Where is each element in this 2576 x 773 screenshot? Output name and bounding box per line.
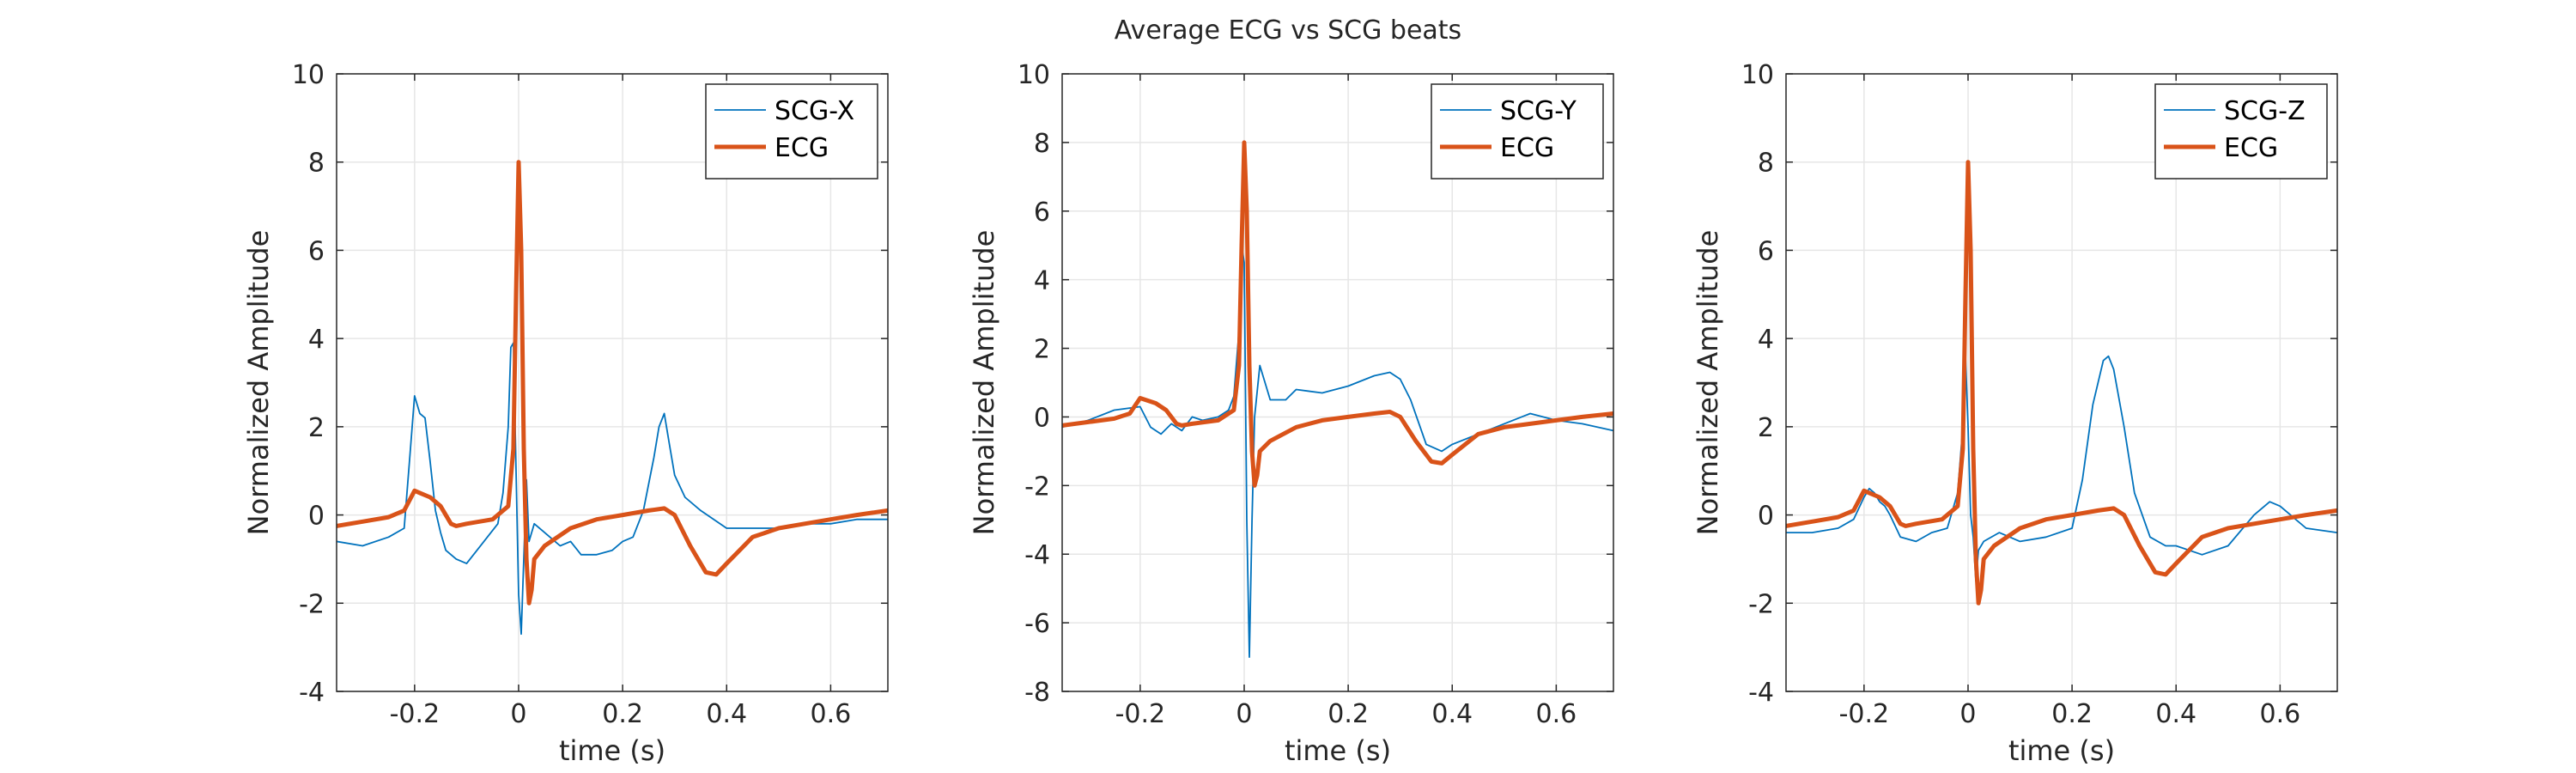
x-tick-label: 0 [510, 699, 526, 729]
y-tick-label: 0 [308, 502, 325, 532]
y-tick-label: 2 [1758, 413, 1774, 443]
y-tick-label: 2 [1034, 335, 1050, 365]
legend: SCG-Y ECG [1431, 83, 1604, 180]
x-tick-label: 0.2 [602, 699, 643, 729]
x-axis-label: time (s) [1285, 734, 1391, 767]
y-tick-label: 2 [308, 413, 325, 443]
axes-box [1785, 73, 2338, 692]
y-tick-label: 0 [1034, 403, 1050, 433]
y-tick-label: -2 [1024, 472, 1050, 502]
y-tick-label: 10 [292, 60, 325, 90]
legend-label: ECG [2224, 133, 2278, 163]
chart-panel-2: -0.2 0 0.2 0.4 0.6 -8 -6 -4 -2 0 2 4 6 8 10 time (s) Nor… [968, 60, 1614, 767]
y-tick-label: 6 [1758, 236, 1774, 266]
y-axis-label: Normalized Amplitude [968, 230, 1000, 536]
y-tick-label: 8 [1758, 149, 1774, 179]
y-tick-label: 4 [1034, 266, 1050, 296]
y-tick-label: 4 [308, 325, 325, 355]
x-tick-label: 0.2 [2051, 699, 2093, 729]
legend: SCG-Z ECG [2154, 83, 2328, 180]
series-line-ecg [337, 160, 888, 606]
series-line-ecg [1786, 160, 2337, 606]
y-tick-label: -4 [299, 678, 325, 708]
y-axis-label: Normalized Amplitude [242, 230, 275, 536]
legend-label: ECG [1500, 133, 1554, 163]
axes-box [336, 73, 889, 692]
y-tick-label: -2 [1748, 589, 1774, 619]
x-axis-label: time (s) [2008, 734, 2115, 767]
legend-box [705, 83, 878, 180]
figure-title: Average ECG vs SCG beats [1114, 15, 1462, 46]
x-tick-label: 0 [1959, 699, 1976, 729]
x-tick-label: 0.6 [1536, 699, 1577, 729]
x-tick-label: 0 [1236, 699, 1252, 729]
series-line-ecg [1062, 140, 1613, 488]
y-tick-label: -2 [299, 589, 325, 619]
x-tick-label: 0.6 [811, 699, 852, 729]
x-tick-label: 0.4 [706, 699, 747, 729]
y-tick-label: 6 [1034, 198, 1050, 228]
x-tick-label: -0.2 [1115, 699, 1166, 729]
legend-label: SCG-Z [2224, 96, 2306, 126]
series-line-scg-z [1786, 355, 2337, 582]
axes-box [1061, 73, 1614, 692]
y-tick-label: -8 [1024, 678, 1050, 708]
y-tick-label: 8 [308, 149, 325, 179]
y-tick-label: 0 [1758, 502, 1774, 532]
y-tick-label: -6 [1024, 609, 1050, 639]
legend: SCG-X ECG [705, 83, 878, 180]
y-tick-label: 4 [1758, 325, 1774, 355]
legend-label: ECG [775, 133, 829, 163]
y-tick-label: -4 [1024, 540, 1050, 570]
chart-panel-3: -0.2 0 0.2 0.4 0.6 -4 -2 0 2 4 6 8 10 time (s) Normali… [1692, 60, 2338, 767]
y-axis-label: Normalized Amplitude [1692, 230, 1724, 536]
x-tick-label: 0.4 [1431, 699, 1473, 729]
x-tick-label: 0.6 [2260, 699, 2301, 729]
x-axis-label: time (s) [559, 734, 665, 767]
y-tick-label: -4 [1748, 678, 1774, 708]
legend-label: SCG-X [775, 96, 854, 126]
legend-label: SCG-Y [1500, 96, 1577, 126]
x-tick-label: 0.4 [2155, 699, 2196, 729]
chart-panel-1: -0.2 0 0.2 0.4 0.6 -4 -2 0 2 4 6 8 10 time (s) Normali… [242, 60, 889, 767]
y-tick-label: 6 [308, 236, 325, 266]
x-tick-label: -0.2 [390, 699, 440, 729]
x-tick-label: -0.2 [1839, 699, 1890, 729]
series-line-scg-y [1062, 244, 1613, 658]
y-tick-label: 10 [1018, 60, 1050, 90]
y-tick-label: 10 [1741, 60, 1774, 90]
legend-box [2154, 83, 2328, 180]
y-tick-label: 8 [1034, 129, 1050, 159]
x-tick-label: 0.2 [1327, 699, 1369, 729]
legend-box [1431, 83, 1604, 180]
